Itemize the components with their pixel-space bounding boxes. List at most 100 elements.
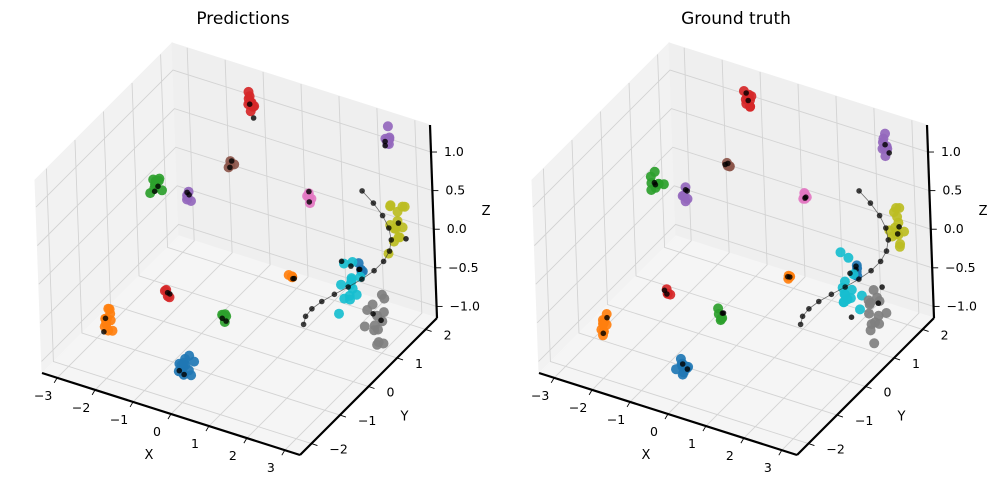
x-gridline: [781, 120, 920, 451]
z-axis-line: [428, 124, 439, 319]
skeleton-point: [309, 306, 315, 312]
data-point: [842, 294, 853, 305]
z-gridline: [535, 146, 931, 285]
x-tick-label: 3: [267, 460, 275, 475]
data-point: [745, 101, 756, 112]
skeleton-point: [186, 192, 192, 198]
data-point: [183, 365, 194, 376]
data-point: [389, 223, 400, 234]
y-tick: [922, 328, 929, 332]
predictions-title: Predictions: [196, 9, 289, 29]
skeleton-point: [743, 90, 749, 96]
x-gridline: [591, 59, 730, 391]
skeleton-point: [684, 188, 690, 194]
skeleton-point: [370, 311, 376, 317]
data-point: [104, 304, 115, 315]
data-point: [372, 339, 383, 350]
y-gridline: [657, 54, 923, 330]
skeleton-point: [883, 225, 889, 231]
x-axis-label: X: [642, 448, 651, 463]
skeleton-point: [151, 188, 158, 195]
x-tick: [664, 413, 669, 420]
skeleton-point: [181, 371, 187, 378]
data-point: [895, 239, 906, 249]
ground-truth-plot: Ground truth −3 −2 −1 0 1 2 3 −2 −1 0 1 2 −1.0 −0.5 0.…: [531, 9, 988, 475]
data-point: [874, 318, 885, 329]
y-tick-label: 1: [415, 356, 423, 371]
skeleton-point: [816, 298, 822, 305]
skeleton-point: [853, 263, 859, 270]
x-tick: [281, 449, 286, 456]
y-tick-label: 2: [444, 327, 452, 342]
x-tick: [626, 401, 631, 408]
x-tick-label: 2: [229, 448, 237, 463]
skeleton-point: [359, 276, 365, 283]
skeleton-point: [356, 266, 363, 273]
data-point: [843, 252, 854, 263]
skeleton-point: [896, 224, 902, 230]
y-tick-label: 2: [941, 327, 949, 342]
skeleton-point: [403, 236, 409, 242]
x-gridline: [170, 83, 309, 415]
y-tick-label: 0: [387, 385, 395, 400]
skeleton-point: [176, 367, 183, 374]
y-gridline: [131, 82, 398, 359]
x-tick-label: −2: [72, 400, 90, 415]
skeleton-point: [856, 188, 862, 194]
data-point: [397, 201, 408, 212]
y-gridline: [571, 140, 838, 416]
skeleton-point: [604, 314, 610, 321]
skeleton-point: [828, 291, 835, 298]
skeleton-point: [382, 142, 389, 149]
z-gridline: [38, 146, 434, 285]
y-gridline: [160, 54, 426, 330]
skeleton-point: [867, 200, 874, 206]
data-point: [379, 293, 390, 304]
y-tick: [425, 328, 432, 332]
skeleton-point: [799, 313, 806, 320]
data-point: [336, 279, 346, 290]
x-axis-label: X: [145, 448, 154, 463]
z-gridline: [536, 185, 933, 324]
y-tick: [396, 357, 404, 361]
skeleton-point: [885, 237, 892, 243]
x-tick: [53, 377, 58, 384]
y-gridline: [45, 168, 312, 445]
skeleton-point: [876, 212, 883, 219]
x-gridline: [132, 71, 271, 403]
data-point: [382, 121, 393, 132]
skeleton-point: [875, 300, 882, 307]
skeleton-point: [894, 231, 901, 237]
skeleton-point: [847, 270, 853, 277]
data-point: [385, 201, 396, 212]
data-point: [864, 308, 874, 319]
skeleton-point: [306, 188, 312, 195]
skeleton-point: [102, 315, 109, 322]
skeleton-point: [803, 194, 809, 200]
data-point: [359, 321, 370, 332]
data-point: [892, 211, 903, 222]
skeleton-point: [848, 314, 855, 321]
skeleton-point: [395, 220, 402, 226]
skeleton-point: [684, 366, 691, 372]
z-tick-label: 0.0: [944, 221, 964, 236]
z-tick-label: 0.5: [942, 183, 962, 198]
x-tick-label: −3: [34, 388, 52, 403]
x-tick: [778, 449, 783, 456]
x-tick: [129, 401, 134, 408]
data-point: [345, 294, 355, 305]
y-axis-label: Y: [400, 410, 409, 425]
z-gridline: [35, 69, 432, 208]
skeleton-point: [388, 237, 395, 243]
predictions-3d-axes: −3 −2 −1 0 1 2 3 −2 −1 0 1 2 −1.0 −0.5 0.0 0.5 1.0 X Y Z: [34, 41, 491, 475]
data-point: [878, 133, 889, 144]
skeleton-point: [378, 317, 384, 324]
data-point: [367, 299, 378, 310]
skeleton-point: [155, 183, 161, 190]
z-tick-label: 0.0: [447, 221, 467, 236]
z-tick-label: −0.5: [448, 260, 478, 275]
data-point: [649, 166, 660, 177]
y-gridline: [74, 140, 341, 416]
data-point: [873, 310, 884, 321]
